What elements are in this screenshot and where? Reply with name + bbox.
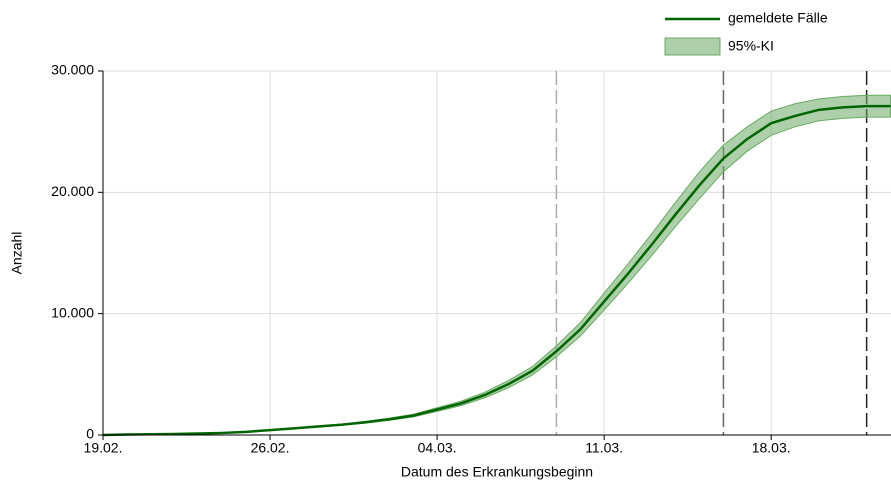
legend-label: 95%-KI [728, 38, 774, 54]
legend-label: gemeldete Fälle [728, 10, 828, 26]
x-tick-label: 11.03. [585, 440, 623, 456]
x-axis-title: Datum des Erkrankungsbeginn [401, 464, 593, 480]
legend-band [664, 37, 721, 56]
x-tick-label: 26.02. [251, 440, 290, 456]
x-tick-label: 19.02. [84, 440, 123, 456]
x-tick-label: 04.03. [418, 440, 457, 456]
y-tick-label: 30.000 [51, 62, 94, 78]
y-tick-label: 20.000 [51, 183, 94, 199]
data-line [102, 104, 891, 437]
y-tick-label: 10.000 [51, 304, 94, 320]
x-tick-label: 18.03. [752, 440, 791, 456]
y-axis-title: Anzahl [9, 232, 25, 275]
y-tick-label: 0 [86, 426, 94, 442]
confidence-band [102, 94, 891, 436]
